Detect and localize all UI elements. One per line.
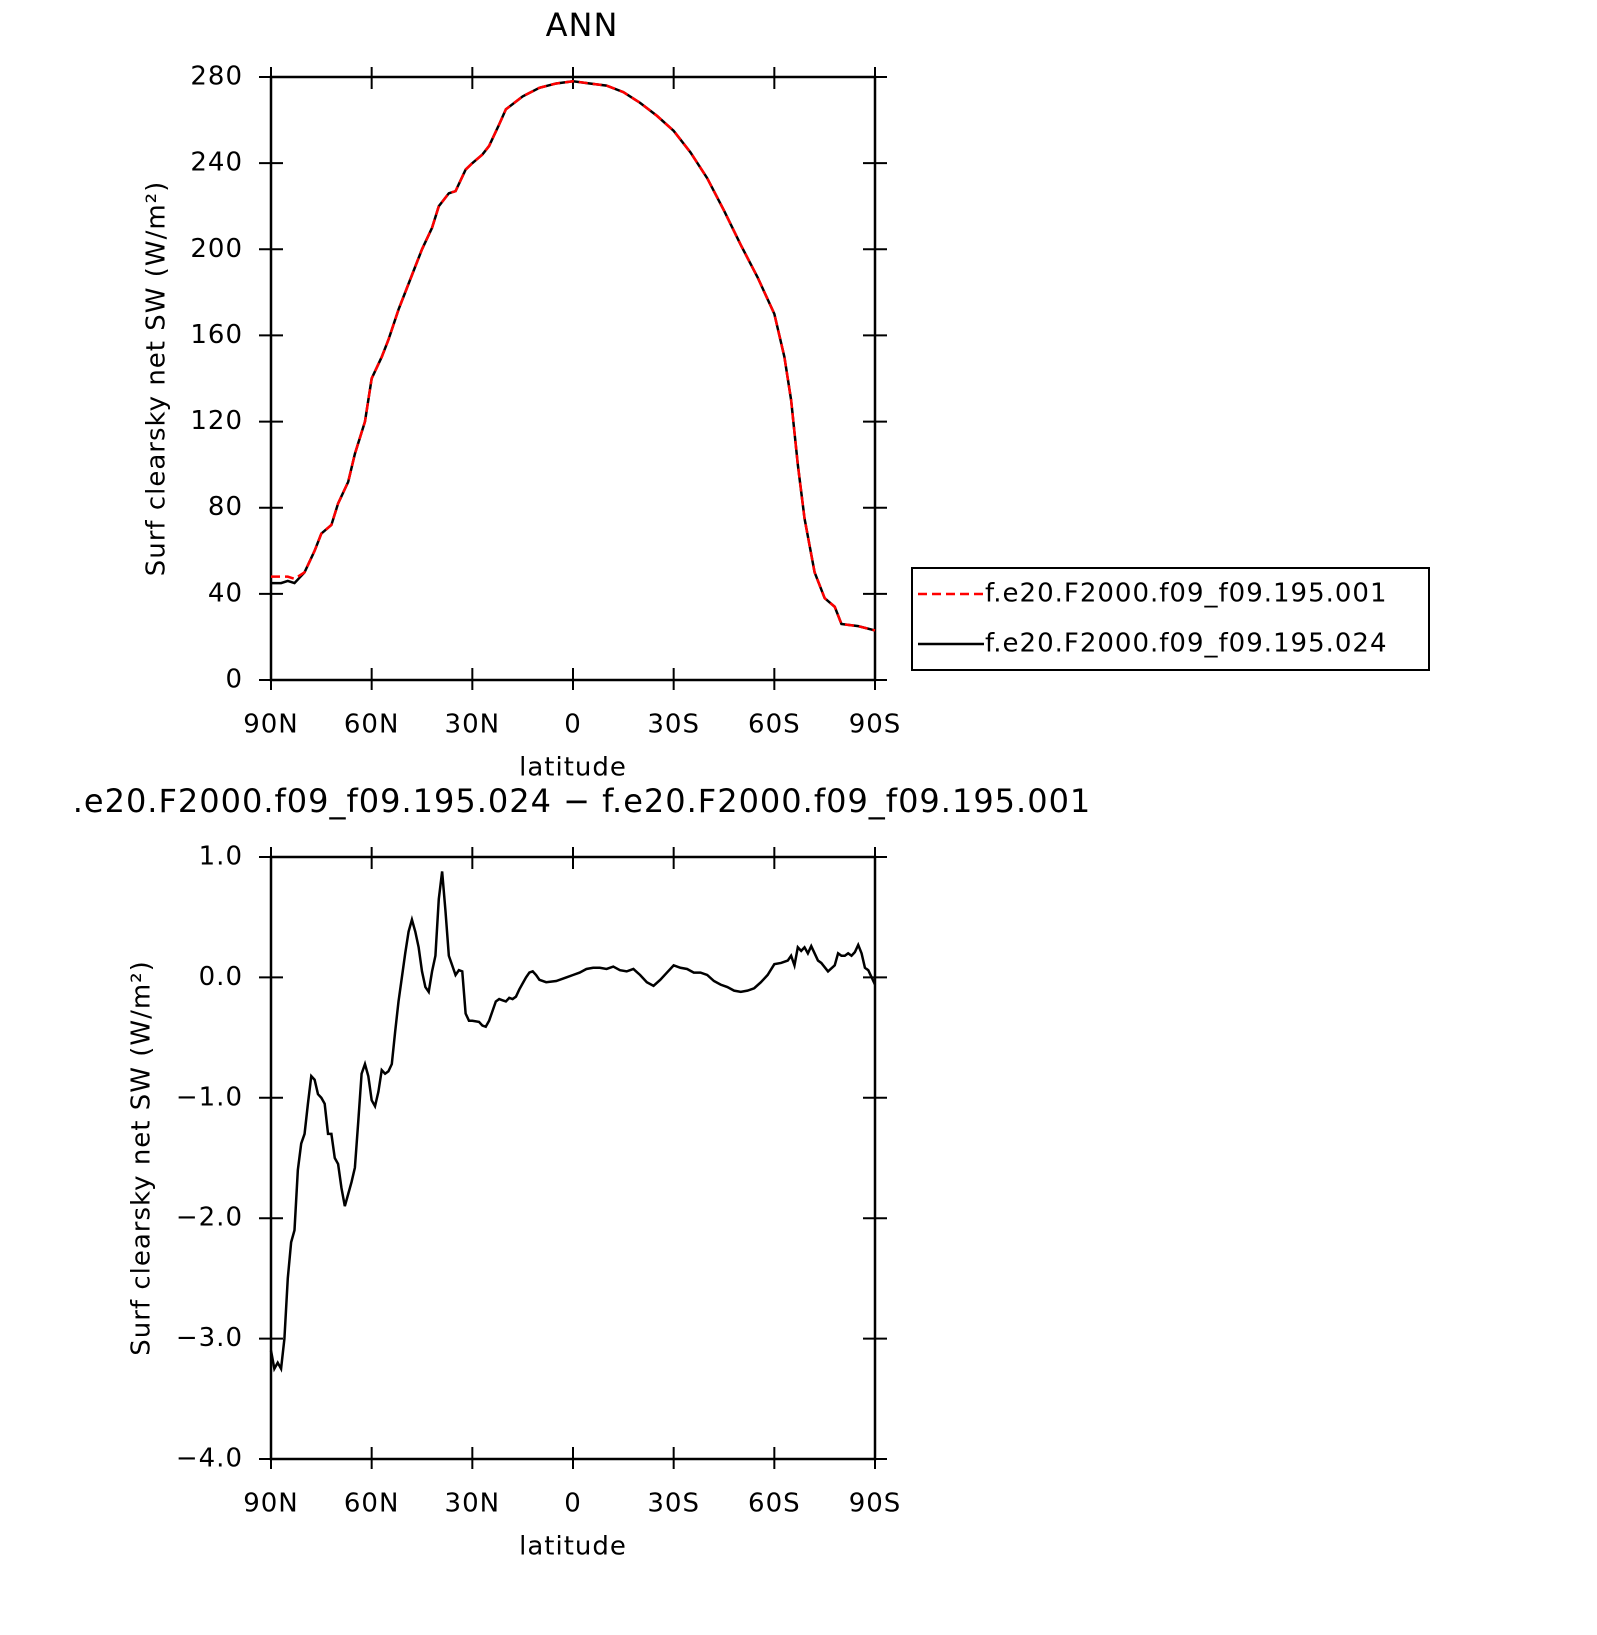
x-tick-label: 60N xyxy=(344,710,400,740)
legend-box xyxy=(911,567,1430,671)
y-tick-label: −4.0 xyxy=(176,1444,243,1474)
y-tick-label: 200 xyxy=(190,234,243,264)
legend-label: f.e20.F2000.f09_f09.195.024 xyxy=(985,629,1388,659)
x-axis-label: latitude xyxy=(519,1532,627,1562)
x-tick-label: 60N xyxy=(344,1489,400,1519)
x-tick-label: 60S xyxy=(748,710,801,740)
y-tick-label: −2.0 xyxy=(176,1203,243,1233)
x-tick-label: 90N xyxy=(243,1489,299,1519)
x-axis-label: latitude xyxy=(519,753,627,783)
legend-label: f.e20.F2000.f09_f09.195.001 xyxy=(985,579,1388,609)
plot-frame xyxy=(269,75,877,682)
chart-title: ANN xyxy=(546,6,619,44)
y-tick-label: 40 xyxy=(208,578,243,608)
y-tick-label: −3.0 xyxy=(176,1323,243,1353)
x-tick-label: 30S xyxy=(647,710,700,740)
y-tick-label: 120 xyxy=(190,406,243,436)
chart-title: .e20.F2000.f09_f09.195.024 − f.e20.F2000… xyxy=(73,782,1092,820)
x-tick-label: 0 xyxy=(564,1489,582,1519)
plot-frame xyxy=(269,855,877,1461)
y-tick-label: −1.0 xyxy=(176,1082,243,1112)
y-axis-label: Surf clearsky net SW (W/m²) xyxy=(142,181,172,576)
x-tick-label: 30N xyxy=(445,1489,501,1519)
y-tick-label: 80 xyxy=(208,492,243,522)
y-tick-label: 1.0 xyxy=(199,842,243,872)
data-line xyxy=(269,871,877,1373)
y-tick-label: 0.0 xyxy=(199,962,243,992)
data-line xyxy=(271,80,876,632)
x-tick-label: 90S xyxy=(849,710,902,740)
y-tick-label: 240 xyxy=(190,148,243,178)
x-tick-label: 0 xyxy=(564,710,582,740)
x-tick-label: 60S xyxy=(748,1489,801,1519)
data-line xyxy=(271,80,876,632)
x-tick-label: 90S xyxy=(849,1489,902,1519)
y-tick-label: 280 xyxy=(190,62,243,92)
x-tick-label: 30N xyxy=(445,710,501,740)
y-tick-label: 0 xyxy=(225,665,243,695)
x-tick-label: 90N xyxy=(243,710,299,740)
x-tick-label: 30S xyxy=(647,1489,700,1519)
y-tick-label: 160 xyxy=(190,320,243,350)
y-axis-label: Surf clearsky net SW (W/m²) xyxy=(127,960,157,1355)
